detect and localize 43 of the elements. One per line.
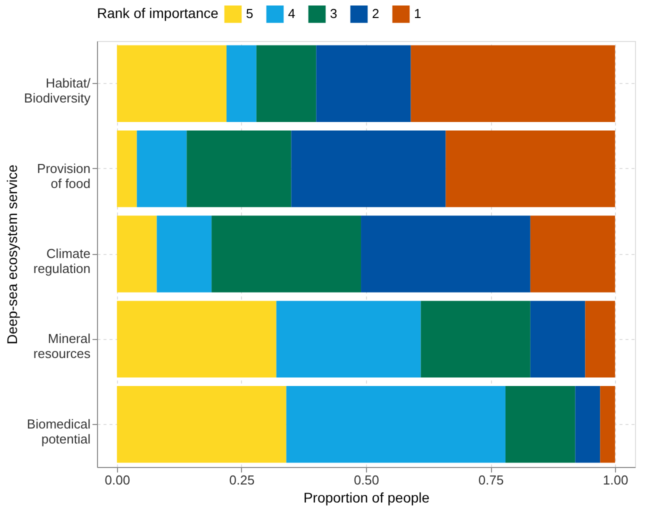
legend-label: 2	[372, 6, 380, 22]
bar	[316, 45, 411, 122]
bar	[136, 130, 187, 208]
bar	[446, 130, 616, 208]
y-tick-label: Mineral resources	[33, 331, 91, 362]
bar	[256, 45, 316, 122]
bar	[361, 216, 530, 292]
y-axis-title: Deep-sea ecosystem service	[4, 164, 20, 344]
legend-label: 4	[288, 6, 296, 22]
x-tick-label: 0.00	[104, 472, 130, 488]
bar	[186, 130, 292, 208]
bar	[226, 45, 256, 122]
y-tick-label: Habitat/ Biodiversity	[24, 76, 91, 106]
x-tick-label: 0.50	[354, 472, 380, 488]
legend-label: 5	[246, 6, 254, 22]
legend-label: 1	[414, 6, 422, 22]
bar	[116, 45, 227, 122]
bar	[276, 300, 421, 378]
legend-label: 3	[330, 6, 338, 22]
bar	[291, 130, 446, 208]
x-tick-label: 1.00	[602, 472, 628, 488]
y-tick-label: Provision of food	[37, 160, 90, 191]
x-tick-label: 0.75	[478, 472, 504, 488]
bar	[116, 216, 157, 292]
legend-title: Rank of importance	[97, 5, 219, 21]
bar	[600, 386, 616, 463]
bar	[530, 300, 586, 378]
bar	[530, 216, 616, 292]
y-tick-label: Biomedical potential	[26, 416, 91, 446]
bar	[410, 45, 616, 122]
x-tick-label: 0.25	[229, 472, 255, 488]
bar	[420, 300, 530, 378]
x-axis-title: Proportion of people	[303, 490, 430, 506]
bar	[116, 300, 276, 378]
bar	[156, 216, 212, 292]
bar	[505, 386, 576, 463]
y-tick-label: Climate regulation	[33, 246, 90, 276]
bar	[575, 386, 600, 463]
bar	[286, 386, 506, 463]
bar	[116, 130, 137, 208]
bar	[585, 300, 616, 378]
bar	[212, 216, 362, 292]
bar	[116, 386, 286, 463]
